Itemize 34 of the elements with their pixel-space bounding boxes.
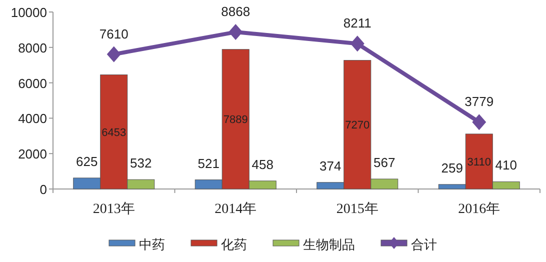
legend-label: 生物制品 [303, 237, 355, 252]
point [228, 24, 243, 40]
data-label: 259 [441, 160, 463, 176]
y-tick-label: 2000 [18, 146, 47, 162]
data-label: 7610 [99, 26, 128, 42]
data-label: 3110 [467, 156, 491, 168]
data-label: 374 [320, 158, 342, 174]
x-tick-label: 2015年 [336, 201, 378, 217]
legend-label: 中药 [139, 237, 165, 252]
y-tick-label: 0 [40, 182, 47, 197]
y-tick-label: 4000 [18, 111, 47, 126]
point [106, 46, 121, 62]
x-tick-label: 2014年 [214, 201, 257, 217]
data-label: 567 [374, 154, 396, 170]
data-label: 8211 [343, 16, 372, 31]
y-tick-label: 10000 [10, 5, 47, 20]
legend-label: 合计 [411, 237, 437, 252]
data-label: 3779 [464, 94, 494, 110]
data-label: 7889 [223, 114, 248, 126]
data-label: 532 [130, 156, 152, 171]
data-label: 521 [198, 156, 220, 171]
data-label: 6453 [102, 126, 126, 139]
data-label: 458 [252, 156, 274, 172]
y-tick-label: 6000 [18, 76, 47, 91]
data-label: 7270 [345, 120, 370, 132]
data-label: 8868 [221, 4, 250, 20]
point [350, 36, 364, 52]
legend-label: 化药 [221, 237, 247, 252]
data-label: 625 [76, 154, 98, 169]
point [472, 114, 486, 130]
x-tick-label: 2016年 [458, 201, 500, 217]
y-tick-label: 8000 [18, 40, 47, 56]
data-label: 410 [495, 158, 517, 173]
x-tick-label: 2013年 [92, 201, 135, 217]
